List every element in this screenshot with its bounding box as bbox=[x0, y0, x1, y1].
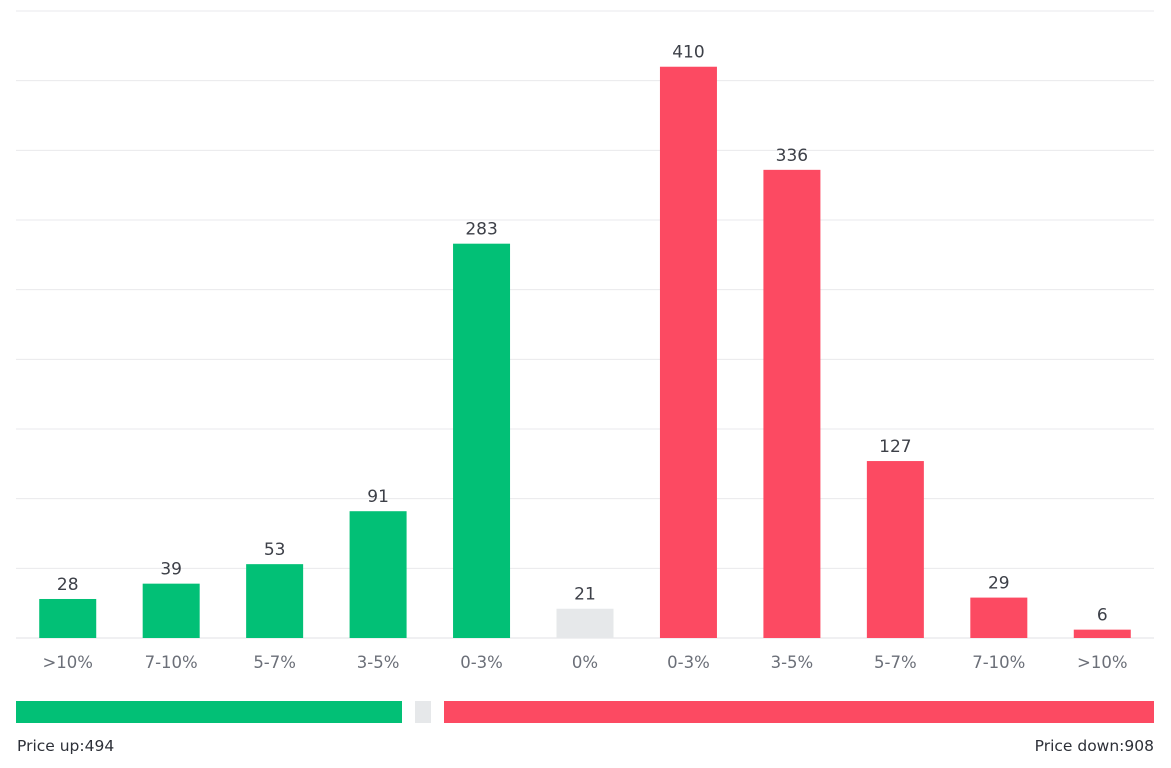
x-tick-label: >10% bbox=[42, 653, 93, 672]
x-tick-label: 3-5% bbox=[357, 653, 400, 672]
bar-value-label: 29 bbox=[988, 574, 1010, 594]
bar-value-label: 6 bbox=[1097, 606, 1108, 626]
bar-flat-5[interactable] bbox=[556, 608, 614, 638]
x-tick-label: 3-5% bbox=[771, 653, 814, 672]
bar-value-label: 53 bbox=[264, 540, 286, 560]
x-tick-label: 7-10% bbox=[972, 653, 1025, 672]
x-tick-label: 7-10% bbox=[145, 653, 198, 672]
bar-down-9[interactable] bbox=[970, 597, 1028, 638]
bar-down-10[interactable] bbox=[1073, 629, 1131, 638]
bar-value-label: 127 bbox=[879, 437, 911, 457]
bar-up-3[interactable] bbox=[349, 511, 407, 638]
chart-grid bbox=[16, 10, 1154, 639]
bar-down-7[interactable] bbox=[763, 169, 821, 638]
bar-down-8[interactable] bbox=[866, 461, 924, 638]
x-tick-label: >10% bbox=[1077, 653, 1128, 672]
bar-value-label: 410 bbox=[672, 43, 704, 63]
bar-down-6[interactable] bbox=[659, 66, 717, 638]
bar-value-label: 91 bbox=[367, 487, 389, 507]
bar-value-label: 28 bbox=[57, 575, 79, 595]
chart-bars bbox=[39, 66, 1131, 639]
bar-up-4[interactable] bbox=[453, 243, 511, 639]
bar-value-label: 283 bbox=[465, 220, 497, 240]
bar-value-label: 21 bbox=[574, 585, 596, 605]
distribution-bar-chart: 28 39 53 91 283 21 410 336 127 29 6 >10% 7-10% 5-7% 3… bbox=[16, 10, 1154, 672]
bar-up-2[interactable] bbox=[246, 564, 304, 638]
price-up-label: Price up:494 bbox=[17, 737, 115, 755]
x-tick-label: 5-7% bbox=[874, 653, 917, 672]
summary-up-segment bbox=[16, 701, 403, 723]
x-tick-label: 5-7% bbox=[253, 653, 296, 672]
bar-value-label: 39 bbox=[160, 560, 182, 580]
summary-flat-segment bbox=[415, 701, 432, 723]
bar-up-0[interactable] bbox=[39, 598, 97, 638]
x-tick-label: 0-3% bbox=[667, 653, 710, 672]
x-tick-label: 0% bbox=[572, 653, 598, 672]
bar-value-label: 336 bbox=[776, 146, 808, 166]
price-down-label: Price down:908 bbox=[1034, 737, 1154, 755]
summary-down-segment bbox=[444, 701, 1154, 723]
bar-up-1[interactable] bbox=[142, 583, 200, 638]
summary-ratio-bar bbox=[16, 701, 1154, 723]
chart-tick-labels: >10% 7-10% 5-7% 3-5% 0-3% 0% 0-3% 3-5% 5-7% 7-10%… bbox=[42, 653, 1127, 672]
chart-value-labels: 28 39 53 91 283 21 410 336 127 29 6 bbox=[57, 43, 1108, 626]
x-tick-label: 0-3% bbox=[460, 653, 503, 672]
